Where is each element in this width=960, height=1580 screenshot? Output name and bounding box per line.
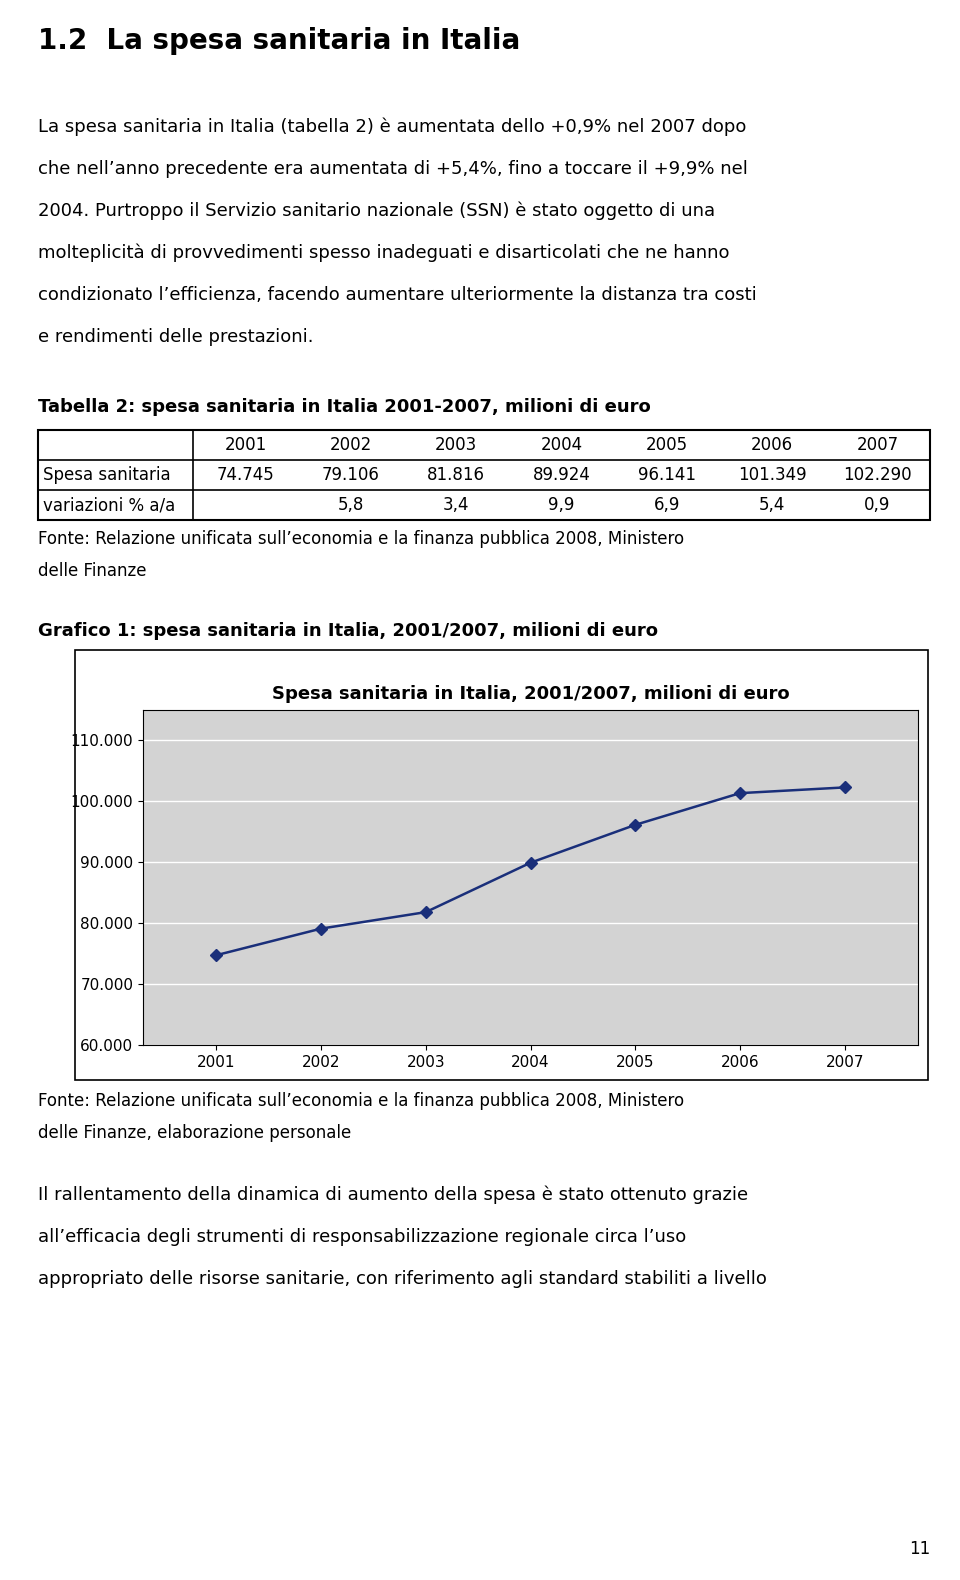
- Text: che nell’anno precedente era aumentata di +5,4%, fino a toccare il +9,9% nel: che nell’anno precedente era aumentata d…: [38, 160, 748, 179]
- Text: 2001: 2001: [225, 436, 267, 453]
- Text: 5,8: 5,8: [338, 496, 364, 514]
- Text: 101.349: 101.349: [737, 466, 806, 483]
- Text: Tabella 2: spesa sanitaria in Italia 2001-2007, milioni di euro: Tabella 2: spesa sanitaria in Italia 200…: [38, 398, 651, 416]
- Text: 0,9: 0,9: [864, 496, 891, 514]
- Text: 2007: 2007: [856, 436, 899, 453]
- Text: 2006: 2006: [751, 436, 793, 453]
- Text: 3,4: 3,4: [443, 496, 469, 514]
- Text: 2002: 2002: [330, 436, 372, 453]
- Text: Fonte: Relazione unificata sull’economia e la finanza pubblica 2008, Ministero: Fonte: Relazione unificata sull’economia…: [38, 529, 684, 548]
- Text: condizionato l’efficienza, facendo aumentare ulteriormente la distanza tra costi: condizionato l’efficienza, facendo aumen…: [38, 286, 756, 303]
- Text: 81.816: 81.816: [427, 466, 485, 483]
- Text: Il rallentamento della dinamica di aumento della spesa è stato ottenuto grazie: Il rallentamento della dinamica di aumen…: [38, 1187, 748, 1204]
- Text: 2003: 2003: [435, 436, 477, 453]
- Text: 11: 11: [909, 1540, 930, 1558]
- Text: Fonte: Relazione unificata sull’economia e la finanza pubblica 2008, Ministero: Fonte: Relazione unificata sull’economia…: [38, 1092, 684, 1111]
- Text: 2004. Purtroppo il Servizio sanitario nazionale (SSN) è stato oggetto di una: 2004. Purtroppo il Servizio sanitario na…: [38, 202, 715, 221]
- Text: delle Finanze, elaborazione personale: delle Finanze, elaborazione personale: [38, 1123, 351, 1142]
- Text: 9,9: 9,9: [548, 496, 575, 514]
- Text: 1.2  La spesa sanitaria in Italia: 1.2 La spesa sanitaria in Italia: [38, 27, 520, 55]
- Text: variazioni % a/a: variazioni % a/a: [43, 496, 176, 514]
- Text: 2005: 2005: [646, 436, 688, 453]
- Bar: [38, 430, 930, 520]
- Text: e rendimenti delle prestazioni.: e rendimenti delle prestazioni.: [38, 329, 314, 346]
- Text: Spesa sanitaria: Spesa sanitaria: [43, 466, 171, 483]
- Text: Grafico 1: spesa sanitaria in Italia, 2001/2007, milioni di euro: Grafico 1: spesa sanitaria in Italia, 20…: [38, 623, 658, 640]
- Text: appropriato delle risorse sanitarie, con riferimento agli standard stabiliti a l: appropriato delle risorse sanitarie, con…: [38, 1270, 767, 1288]
- Bar: [75, 649, 928, 1081]
- Text: 89.924: 89.924: [533, 466, 590, 483]
- Title: Spesa sanitaria in Italia, 2001/2007, milioni di euro: Spesa sanitaria in Italia, 2001/2007, mi…: [272, 684, 789, 703]
- Text: 5,4: 5,4: [759, 496, 785, 514]
- Text: La spesa sanitaria in Italia (tabella 2) è aumentata dello +0,9% nel 2007 dopo: La spesa sanitaria in Italia (tabella 2)…: [38, 118, 746, 136]
- Text: 96.141: 96.141: [637, 466, 696, 483]
- Text: all’efficacia degli strumenti di responsabilizzazione regionale circa l’uso: all’efficacia degli strumenti di respons…: [38, 1228, 686, 1247]
- Text: delle Finanze: delle Finanze: [38, 562, 147, 580]
- Text: 102.290: 102.290: [843, 466, 912, 483]
- Text: 79.106: 79.106: [322, 466, 380, 483]
- Text: 2004: 2004: [540, 436, 583, 453]
- Text: 6,9: 6,9: [654, 496, 680, 514]
- Text: 74.745: 74.745: [217, 466, 275, 483]
- Text: molteplicità di provvedimenti spesso inadeguati e disarticolati che ne hanno: molteplicità di provvedimenti spesso ina…: [38, 243, 730, 262]
